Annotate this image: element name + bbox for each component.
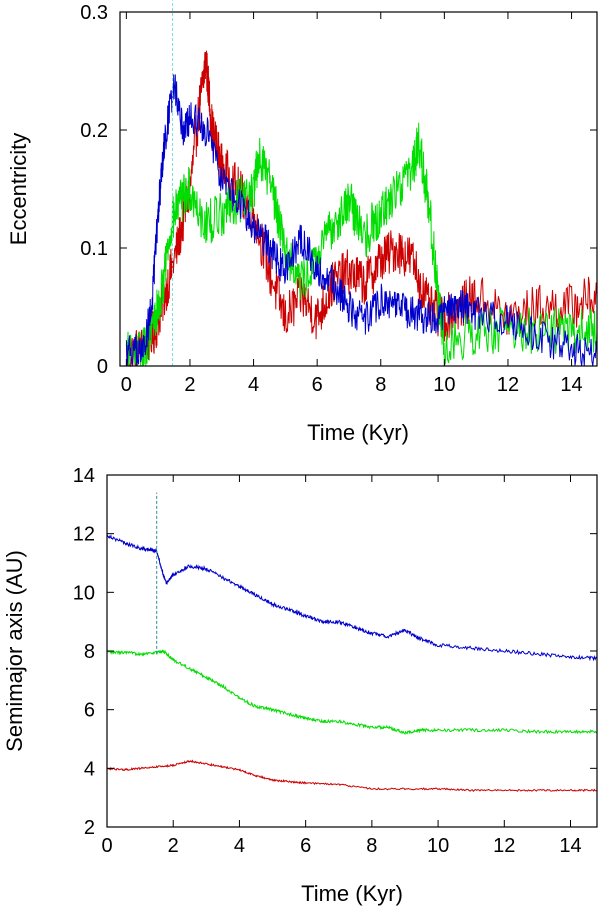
y-tick-label: 12	[73, 524, 95, 546]
y-tick-label: 6	[84, 700, 95, 722]
x-tick-label: 6	[312, 374, 323, 396]
x-tick-label: 0	[101, 835, 112, 857]
y-tick-label: 0.1	[80, 238, 108, 260]
series-line-inner-planet	[106, 759, 598, 793]
x-tick-label: 4	[234, 835, 245, 857]
y-axis-label: Semimajor axis (AU)	[2, 550, 27, 752]
x-tick-label: 10	[427, 835, 449, 857]
x-tick-label: 6	[300, 835, 311, 857]
series-line-middle-planet	[106, 649, 598, 736]
y-tick-label: 10	[73, 582, 95, 604]
eccentricity-chart: 0 2 4 6 8 10 12 14 0 0.1 0.2 0.3 Time (Kyr) Eccentr…	[6, 0, 598, 445]
x-tick-label: 12	[493, 835, 515, 857]
series-layer	[125, 0, 598, 368]
y-tick-label: 8	[84, 641, 95, 663]
x-tick-label: 4	[248, 374, 259, 396]
x-tick-label: 10	[433, 374, 455, 396]
x-tick-label: 8	[375, 374, 386, 396]
y-axis-label: Eccentricity	[6, 133, 31, 245]
plot-frame	[119, 11, 598, 367]
x-tick-label: 12	[497, 374, 519, 396]
x-tick-label: 8	[366, 835, 377, 857]
x-axis-label: Time (Kyr)	[307, 420, 409, 445]
x-axis-label: Time (Kyr)	[301, 881, 403, 906]
x-tick-label: 2	[184, 374, 195, 396]
y-tick-label: 2	[84, 817, 95, 839]
y-tick-label: 0.3	[80, 2, 108, 24]
y-tick-label: 0	[97, 356, 108, 378]
y-tick-label: 14	[73, 465, 95, 487]
x-tick-label: 14	[559, 835, 581, 857]
x-tick-label: 2	[168, 835, 179, 857]
y-tick-label: 0.2	[80, 120, 108, 142]
series-line-inner-planet	[125, 50, 598, 368]
x-tick-label: 0	[121, 374, 132, 396]
tick-layer: 0 2 4 6 8 10 12 14 0 0.1 0.2 0.3	[80, 2, 597, 396]
series-line-middle-planet	[125, 122, 598, 367]
y-tick-label: 4	[84, 758, 95, 780]
series-layer	[106, 492, 598, 793]
x-tick-label: 14	[560, 374, 582, 396]
series-line-outer-planet	[106, 534, 598, 662]
plot-frame	[106, 474, 598, 828]
